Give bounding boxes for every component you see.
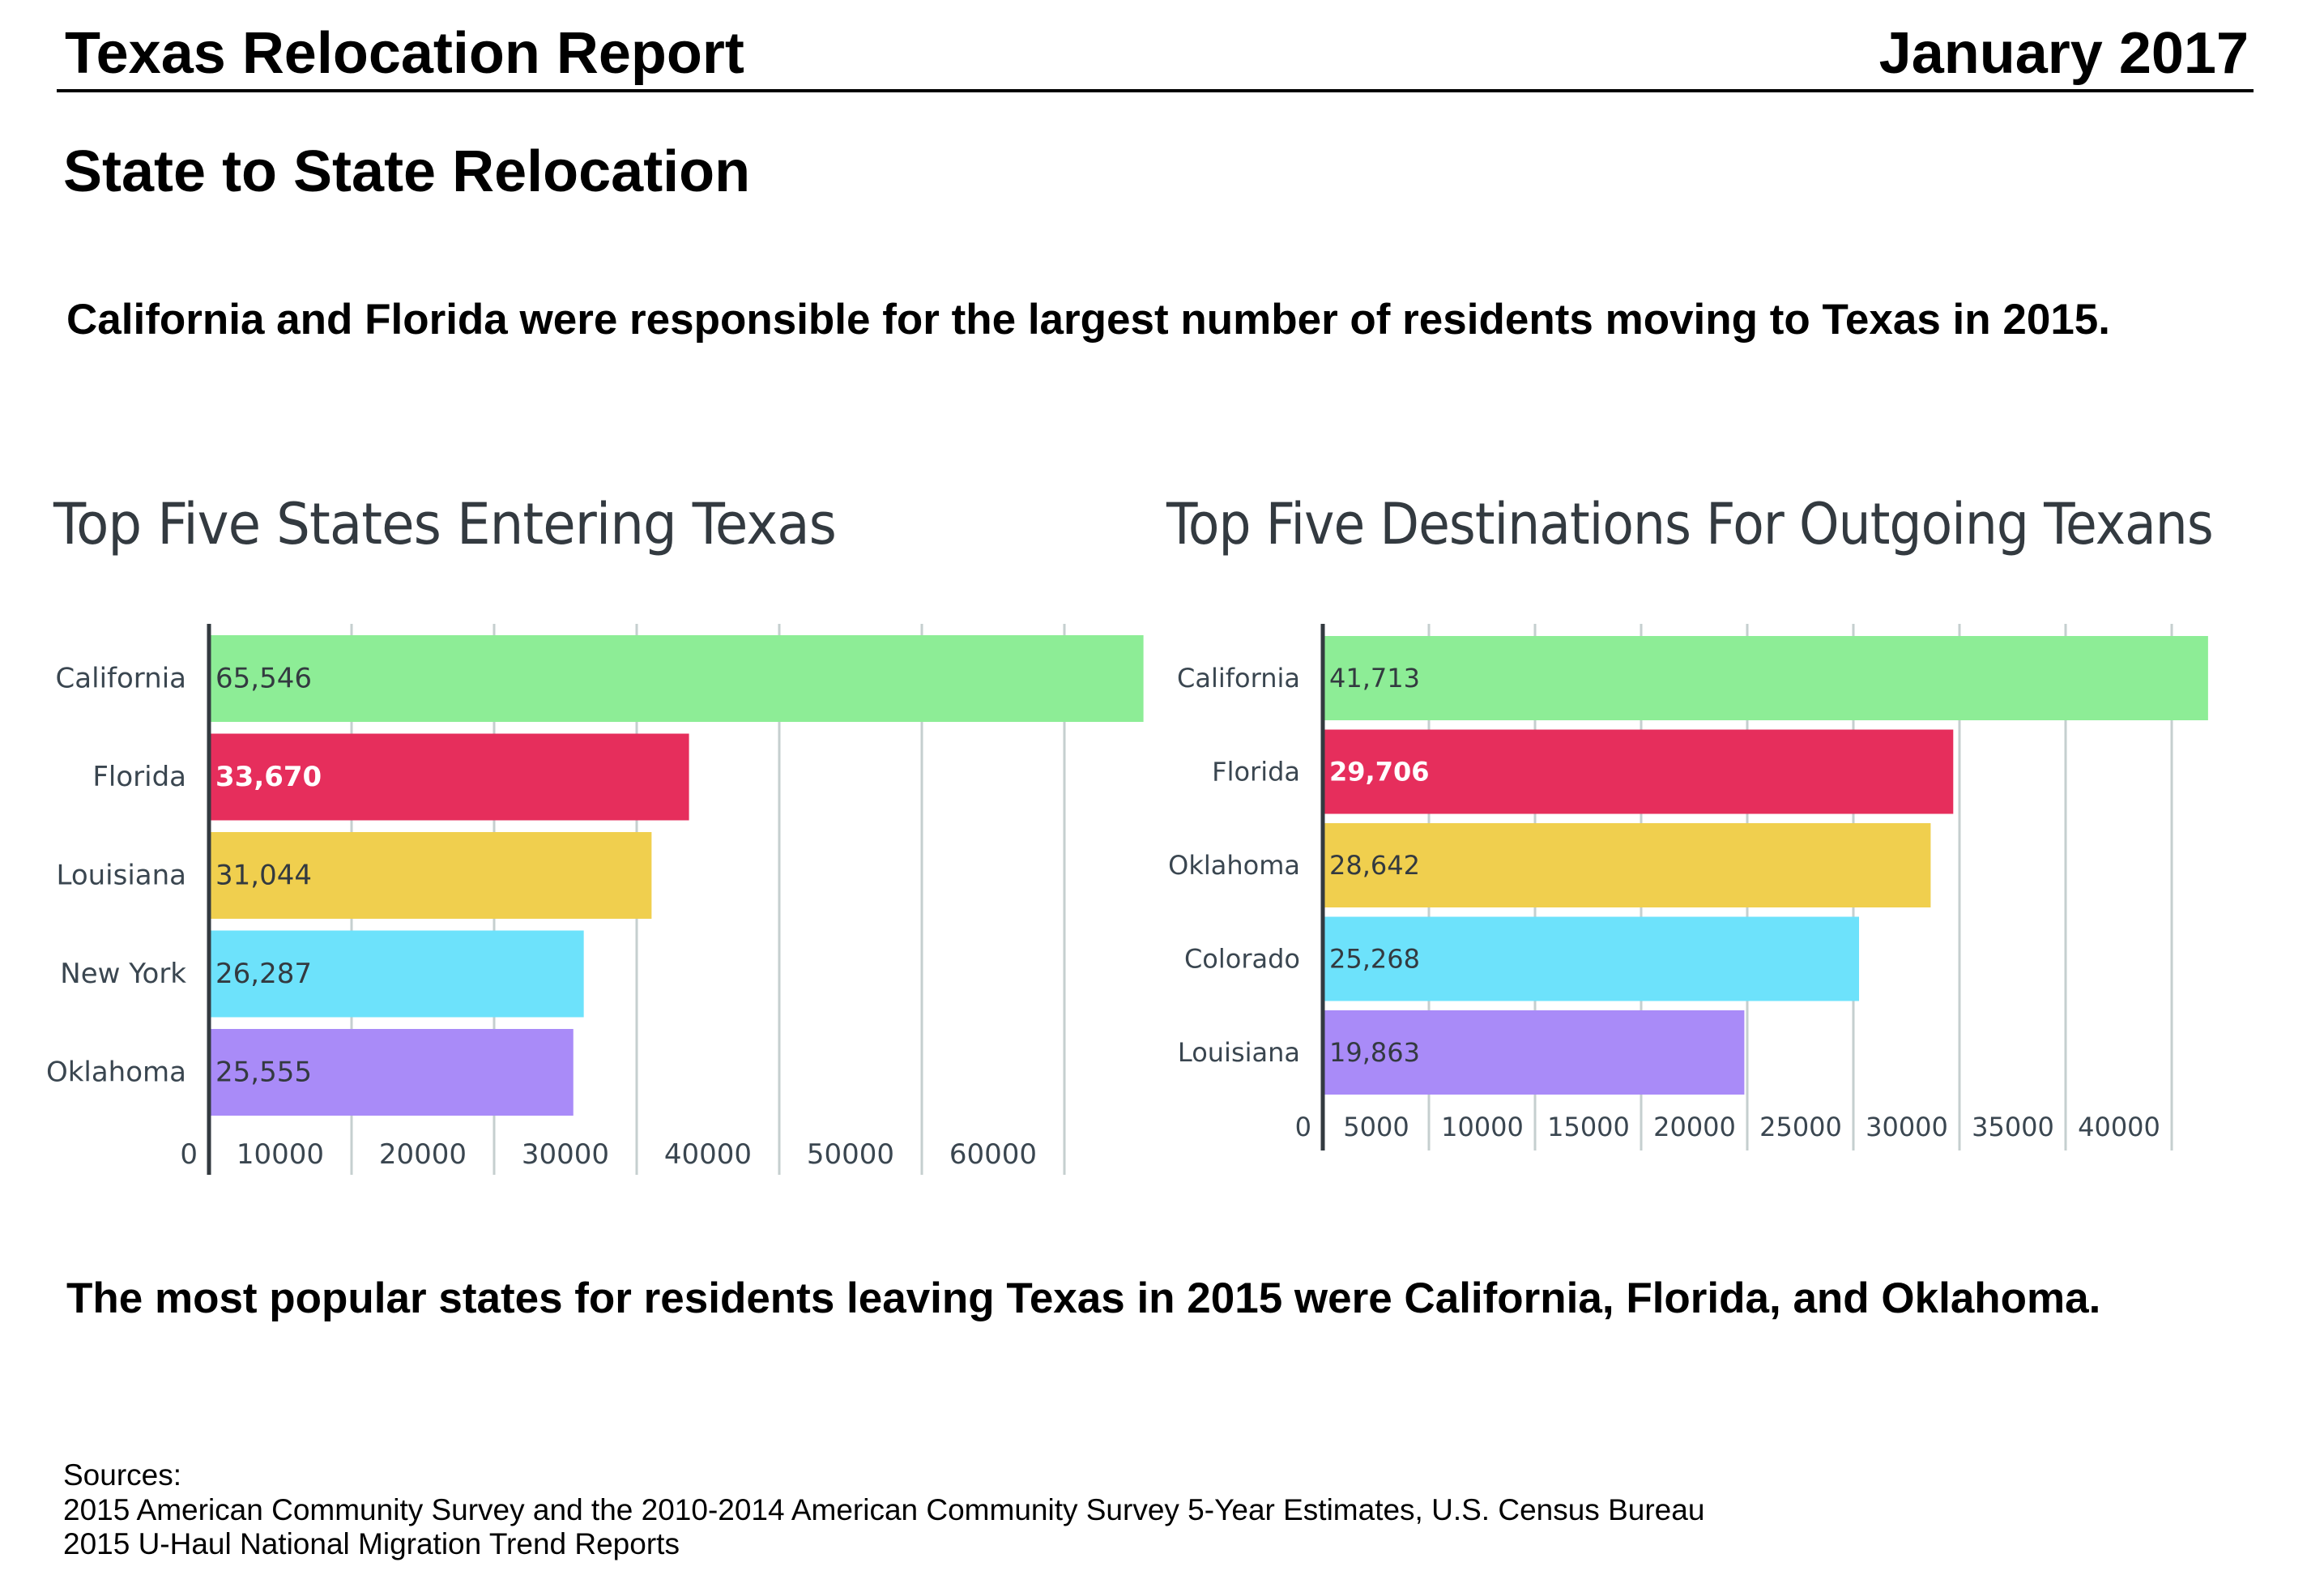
incoming-states-chart: California 65,546 Florida 33,670 Louisiana 31… — [46, 624, 1144, 1175]
value-label: 25,268 — [1329, 944, 1420, 975]
x-tick-label: 15000 — [1547, 1112, 1630, 1142]
value-label: 33,670 — [215, 761, 322, 793]
bar-california — [209, 635, 1144, 722]
x-tick-label: 0 — [1295, 1112, 1311, 1142]
category-label: Oklahoma — [46, 1057, 186, 1089]
value-label: 19,863 — [1329, 1037, 1420, 1068]
value-label: 28,642 — [1329, 850, 1420, 881]
bar-new-york — [209, 930, 584, 1018]
header-divider — [57, 89, 2254, 92]
bar-louisiana — [209, 832, 652, 919]
x-tick-label: 30000 — [1866, 1112, 1948, 1142]
bar-florida — [209, 733, 689, 821]
category-label: New York — [60, 958, 186, 990]
category-label: Louisiana — [1178, 1037, 1300, 1068]
bars — [1323, 636, 2208, 1095]
x-tick-label: 10000 — [237, 1138, 324, 1171]
category-label: California — [56, 663, 186, 695]
category-label: California — [1177, 663, 1300, 694]
bar-colorado — [1323, 916, 1860, 1001]
value-label: 25,555 — [215, 1057, 312, 1089]
bar-california — [1323, 636, 2208, 720]
x-tick-label: 60000 — [949, 1138, 1037, 1171]
chart-title-incoming: Top Five States Entering Texas — [53, 491, 837, 557]
source-item: 2015 American Community Survey and the 2… — [63, 1493, 1705, 1526]
category-label: Louisiana — [56, 860, 186, 892]
value-label: 26,287 — [215, 958, 312, 990]
x-tick-label: 35000 — [1972, 1112, 2054, 1142]
value-label: 65,546 — [215, 663, 312, 695]
x-tick-label: 40000 — [2078, 1112, 2160, 1142]
x-tick-label: 5000 — [1343, 1112, 1409, 1142]
x-tick-label: 40000 — [664, 1138, 752, 1171]
x-tick-label: 0 — [180, 1138, 198, 1171]
category-label: Florida — [92, 761, 186, 793]
x-tick-label: 20000 — [1653, 1112, 1736, 1142]
value-label: 29,706 — [1329, 757, 1429, 788]
section-title: State to State Relocation — [63, 139, 751, 204]
category-label: Oklahoma — [1168, 850, 1300, 881]
category-label: Florida — [1212, 757, 1300, 788]
value-label: 41,713 — [1329, 663, 1420, 694]
bar-oklahoma — [1323, 823, 1931, 907]
value-label: 31,044 — [215, 860, 312, 892]
bar-florida — [1323, 729, 1954, 814]
bars — [209, 635, 1144, 1116]
bar-oklahoma — [209, 1029, 574, 1116]
source-item: 2015 U-Haul National Migration Trend Rep… — [63, 1527, 680, 1560]
x-tick-label: 10000 — [1441, 1112, 1524, 1142]
x-tick-label: 25000 — [1759, 1112, 1842, 1142]
x-tick-label: 30000 — [522, 1138, 609, 1171]
category-label: Colorado — [1184, 944, 1300, 975]
report-date: January 2017 — [1878, 21, 2249, 86]
outgoing-destinations-chart: California 41,713 Florida 29,706 Oklahoma 28,… — [1168, 624, 2208, 1150]
x-tick-label: 50000 — [807, 1138, 894, 1171]
chart-title-outgoing: Top Five Destinations For Outgoing Texan… — [1166, 491, 2214, 557]
summary-paragraph-outgoing: The most popular states for residents le… — [66, 1274, 2101, 1322]
sources-label: Sources: — [63, 1458, 182, 1492]
report-title: Texas Relocation Report — [65, 21, 744, 86]
summary-paragraph-incoming: California and Florida were responsible … — [66, 296, 2111, 344]
bar-louisiana — [1323, 1010, 1745, 1095]
x-tick-label: 20000 — [379, 1138, 467, 1171]
